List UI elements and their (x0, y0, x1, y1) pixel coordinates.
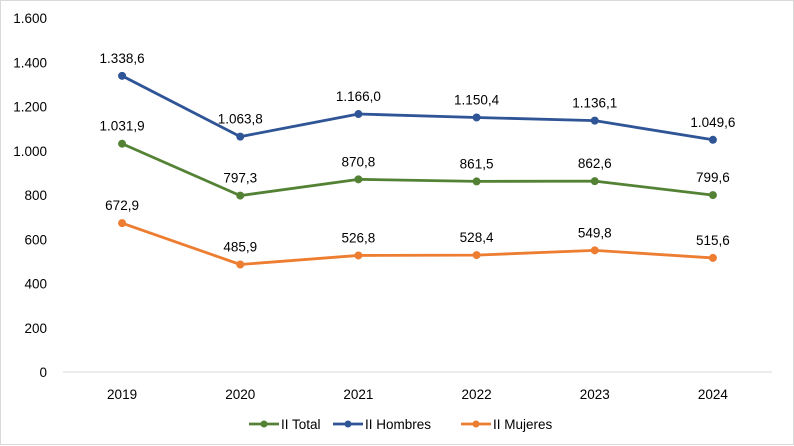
y-tick-label: 200 (24, 321, 47, 336)
data-label: 797,3 (223, 171, 257, 186)
data-point (472, 113, 481, 122)
y-tick-label: 0 (39, 365, 47, 380)
legend-label: II Hombres (365, 417, 431, 432)
series-line-0 (121, 142, 714, 197)
data-label: 799,6 (696, 170, 730, 185)
x-tick-label: 2023 (580, 387, 610, 402)
data-label: 515,6 (696, 233, 730, 248)
data-label: 549,8 (578, 225, 612, 240)
data-point (590, 116, 599, 125)
data-point (354, 251, 363, 260)
y-tick-label: 1.200 (13, 100, 47, 115)
data-label: 1.049,6 (690, 115, 735, 130)
legend-marker-0 (260, 420, 268, 428)
series-line-1 (121, 74, 714, 142)
y-tick-label: 1.000 (13, 144, 47, 159)
series-line-2 (121, 221, 714, 266)
data-point (708, 135, 717, 144)
data-label: 1.150,4 (454, 92, 500, 107)
x-tick-label: 2020 (225, 387, 255, 402)
legend-marker-2 (472, 420, 480, 428)
y-tick-label: 600 (24, 232, 47, 247)
data-label: 862,6 (578, 156, 612, 171)
data-point (708, 191, 717, 200)
data-point (590, 246, 599, 255)
data-point (708, 253, 717, 262)
data-label: 1.031,9 (100, 119, 145, 134)
data-label: 672,9 (105, 198, 139, 213)
legend-label: II Mujeres (493, 417, 553, 432)
y-tick-label: 800 (24, 188, 47, 203)
data-point (472, 251, 481, 260)
data-point (354, 175, 363, 184)
data-label: 870,8 (342, 154, 376, 169)
data-point (118, 71, 127, 80)
data-point (590, 177, 599, 186)
x-tick-label: 2022 (462, 387, 492, 402)
data-label: 1.338,6 (100, 51, 145, 66)
data-label: 1.136,1 (572, 96, 617, 111)
y-tick-label: 400 (24, 277, 47, 292)
data-point (118, 219, 127, 228)
data-point (472, 177, 481, 186)
x-tick-label: 2021 (343, 387, 373, 402)
data-label: 1.063,8 (218, 112, 263, 127)
data-label: 526,8 (342, 230, 376, 245)
data-label: 1.166,0 (336, 89, 381, 104)
legend-label: II Total (281, 417, 321, 432)
y-tick-label: 1.600 (13, 11, 47, 26)
data-label: 528,4 (460, 230, 494, 245)
data-point (236, 260, 245, 269)
data-label: 485,9 (223, 239, 257, 254)
x-tick-label: 2024 (698, 387, 729, 402)
data-point (118, 139, 127, 148)
data-point (236, 191, 245, 200)
data-point (354, 110, 363, 119)
x-tick-label: 2019 (107, 387, 137, 402)
data-label: 861,5 (460, 156, 494, 171)
y-tick-label: 1.400 (13, 55, 47, 70)
data-point (236, 132, 245, 141)
legend-marker-1 (344, 420, 352, 428)
